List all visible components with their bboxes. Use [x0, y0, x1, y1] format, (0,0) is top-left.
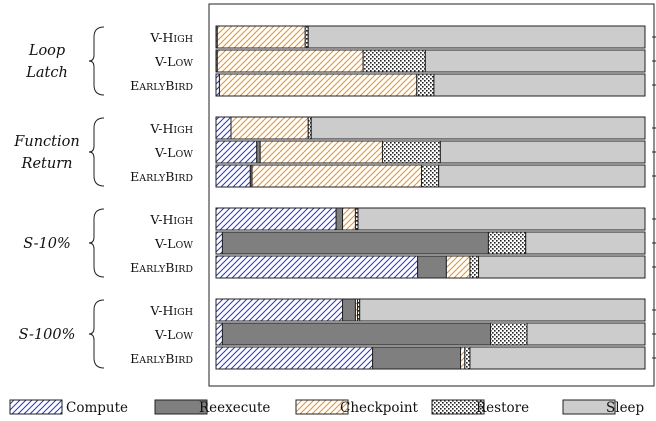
group-bracket	[88, 208, 105, 278]
bar-segment-checkpoint	[460, 346, 466, 370]
legend-swatch-compute	[9, 399, 63, 415]
bar-segment-sleep	[357, 207, 646, 231]
group-label: S-100%	[19, 327, 76, 343]
bar-segment-checkpoint	[230, 116, 309, 140]
group-bracket	[88, 299, 105, 369]
bar-segment-checkpoint	[216, 25, 306, 49]
legend-swatch-checkpoint	[295, 399, 349, 415]
bar-segment-reexecute	[417, 255, 447, 279]
bar-segment-compute	[215, 73, 220, 97]
bar-segment-sleep	[424, 49, 646, 73]
bar-segment-sleep	[310, 116, 646, 140]
bar-segment-compute	[215, 140, 258, 164]
bar-segment-reexecute	[335, 207, 344, 231]
bar-segment-compute	[215, 116, 232, 140]
category-label: V-HIGH	[149, 121, 193, 136]
bar-segment-sleep	[307, 25, 646, 49]
group-bracket	[88, 117, 105, 187]
bar-segment-compute	[215, 298, 344, 322]
group-label: Function Return	[13, 134, 79, 172]
bar-segment-compute	[215, 164, 251, 188]
legend-label-sleep: Sleep	[606, 400, 644, 416]
bar-segment-restore	[416, 73, 435, 97]
category-label: EARLYBIRD	[130, 260, 193, 275]
legend: Compute Reexecute Checkpoint Restore Sleep	[9, 399, 644, 416]
category-label: V-HIGH	[149, 30, 193, 45]
bar-segment-restore	[464, 346, 471, 370]
legend-swatch-restore	[431, 399, 485, 415]
bar-segment-sleep	[359, 298, 646, 322]
group-label: S-10%	[23, 236, 71, 252]
bar-segment-reexecute	[221, 231, 489, 255]
category-label: EARLYBIRD	[130, 351, 193, 366]
bar-segment-reexecute	[342, 298, 356, 322]
bar-segment-compute	[215, 322, 223, 346]
bar-segment-reexecute	[256, 140, 261, 164]
category-label: V-HIGH	[149, 303, 193, 318]
legend-label-compute: Compute	[66, 400, 128, 416]
bar-segment-checkpoint	[342, 207, 356, 231]
group-label: Loop Latch	[25, 43, 68, 81]
bar-segment-checkpoint	[259, 140, 383, 164]
bar-segment-checkpoint	[218, 73, 418, 97]
bar-segment-sleep	[438, 164, 646, 188]
bar-segment-compute	[215, 207, 337, 231]
bar-segment-checkpoint	[445, 255, 471, 279]
bar-segment-reexecute	[372, 346, 462, 370]
category-label: V-LOW	[154, 236, 193, 251]
bar-segment-compute	[215, 346, 374, 370]
bar-segment-restore	[362, 49, 426, 73]
bar-segment-sleep	[439, 140, 646, 164]
bar-segment-restore	[469, 255, 480, 279]
legend-label-restore: Restore	[476, 400, 529, 416]
legend-label-reexecute: Reexecute	[199, 400, 270, 416]
bar-segment-sleep	[478, 255, 646, 279]
bar-segment-compute	[215, 255, 419, 279]
legend-label-checkpoint: Checkpoint	[340, 400, 419, 416]
category-label: V-HIGH	[149, 212, 193, 227]
category-label: V-LOW	[154, 327, 193, 342]
category-label: EARLYBIRD	[130, 169, 193, 184]
plot-frame	[208, 3, 655, 387]
bar-segment-restore	[420, 164, 440, 188]
bar-segment-compute	[215, 231, 223, 255]
bar-segment-restore	[487, 231, 527, 255]
bar-segment-checkpoint	[251, 164, 422, 188]
category-label: V-LOW	[154, 54, 193, 69]
bar-segment-sleep	[525, 231, 646, 255]
bar-segment-reexecute	[221, 322, 492, 346]
bar-segment-sleep	[433, 73, 646, 97]
legend-swatch-sleep	[562, 399, 616, 415]
bar-segment-restore	[490, 322, 528, 346]
category-label: V-LOW	[154, 145, 193, 160]
bar-segment-restore	[381, 140, 441, 164]
legend-swatch-reexecute	[154, 399, 208, 415]
group-bracket	[88, 26, 105, 96]
category-label: EARLYBIRD	[130, 78, 193, 93]
bar-segment-checkpoint	[216, 49, 364, 73]
bar-segment-sleep	[469, 346, 646, 370]
bar-segment-sleep	[526, 322, 646, 346]
